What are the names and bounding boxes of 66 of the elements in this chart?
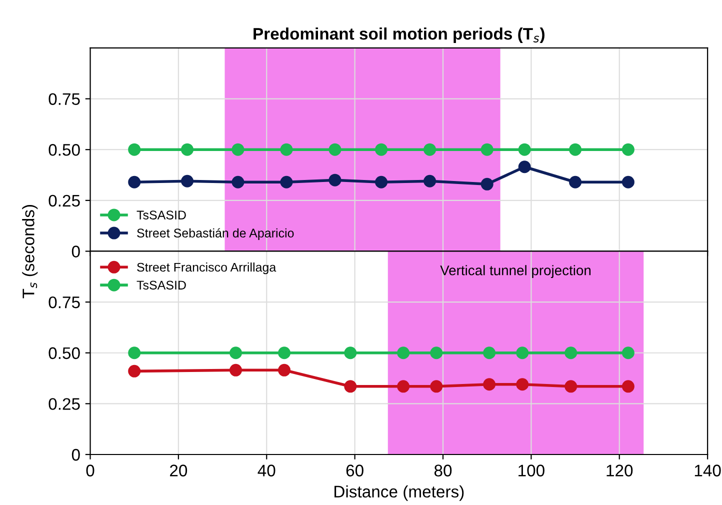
legend-label: TsSASID — [136, 210, 186, 220]
point — [397, 380, 410, 393]
point — [128, 143, 141, 156]
legend-label: TsSASID — [136, 280, 186, 290]
point — [232, 143, 244, 156]
point — [622, 380, 634, 393]
point — [516, 378, 529, 391]
point — [278, 346, 291, 360]
y-tick-label: 0.75 — [48, 93, 80, 105]
point — [181, 143, 194, 156]
x-tick-label: 40 — [258, 464, 276, 476]
legend-label: Street Francisco Arrillaga — [137, 262, 276, 274]
y-tick-label: 0.50 — [48, 347, 80, 360]
point — [430, 346, 443, 360]
point — [280, 176, 293, 188]
point — [278, 364, 291, 376]
point — [344, 380, 357, 393]
point — [230, 364, 242, 376]
chart-title: Predominant soil motion periods (T$_{s}$) — [254, 27, 544, 44]
point — [622, 346, 634, 360]
band-label: Vertical tunnel projection — [440, 265, 591, 278]
y-tick-label: 0 — [72, 246, 80, 258]
point — [232, 176, 244, 188]
x-tick-label: 140 — [694, 464, 721, 476]
point — [128, 346, 141, 360]
x-tick-label: 120 — [606, 464, 633, 476]
y-tick-label: 0 — [72, 448, 80, 461]
y-tick-label: 0.50 — [48, 144, 80, 156]
point — [483, 378, 496, 391]
y-axis-title: T$_{s}$ (seconds) — [22, 205, 38, 298]
y-tick-label: 0.25 — [48, 194, 80, 207]
point — [424, 174, 436, 188]
point — [328, 174, 342, 186]
legend-label: Street Sebastián de Aparicio — [137, 228, 294, 240]
point — [622, 176, 634, 188]
point — [397, 346, 410, 360]
point — [128, 364, 141, 378]
point — [181, 174, 194, 188]
y-tick-label: 0.25 — [48, 398, 80, 410]
point — [344, 346, 357, 360]
point — [230, 346, 242, 360]
point — [564, 346, 578, 360]
point — [424, 143, 436, 156]
point — [375, 176, 388, 188]
point — [375, 143, 388, 156]
x-tick-label: 80 — [434, 464, 452, 476]
x-tick-label: 0 — [86, 464, 94, 476]
point — [622, 143, 634, 156]
point — [518, 143, 531, 156]
point — [430, 380, 443, 393]
point — [480, 143, 494, 156]
x-tick-label: 100 — [518, 464, 544, 476]
x-tick-label: 20 — [170, 464, 188, 476]
point — [569, 176, 582, 188]
point — [280, 143, 293, 156]
x-tick-label: 60 — [346, 464, 364, 476]
y-tick-label: 0.75 — [48, 296, 80, 308]
point — [564, 380, 578, 393]
point — [516, 346, 529, 360]
point — [128, 176, 141, 188]
point — [480, 178, 494, 190]
point — [483, 346, 496, 360]
point — [569, 143, 582, 156]
x-axis-title: Distance (meters) — [334, 485, 464, 501]
point — [328, 143, 342, 156]
point — [518, 160, 531, 174]
